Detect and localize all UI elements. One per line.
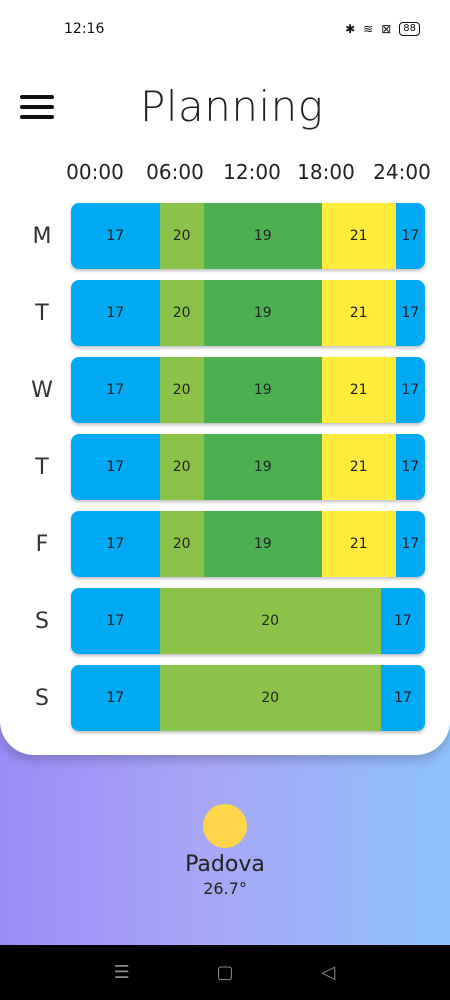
sun-icon [203,804,247,848]
schedule-segment[interactable]: 17 [71,203,160,269]
schedule-segment[interactable]: 20 [159,280,204,346]
schedule-segment[interactable]: 17 [395,357,425,423]
schedule-segment[interactable]: 20 [159,511,204,577]
time-axis-label: 00:00 [66,160,124,184]
day-schedule-bar[interactable]: 17 20 19 21 17 [71,434,425,500]
schedule-segment[interactable]: 17 [71,357,160,423]
schedule-row: M 17 20 19 21 17 [0,203,450,269]
day-schedule-bar[interactable]: 17 20 19 21 17 [71,511,425,577]
schedule-segment[interactable]: 17 [71,665,160,731]
time-axis: 00:00 06:00 12:00 18:00 24:00 [0,160,450,190]
schedule-segment[interactable]: 17 [71,588,160,654]
schedule-segment[interactable]: 19 [203,434,322,500]
schedule-segment[interactable]: 17 [395,511,425,577]
schedule-segment[interactable]: 17 [395,203,425,269]
schedule-segment[interactable]: 17 [71,280,160,346]
day-schedule-bar[interactable]: 17 20 19 21 17 [71,203,425,269]
schedule-segment[interactable]: 20 [159,203,204,269]
schedule-segment[interactable]: 19 [203,203,322,269]
page-title: Planning [140,82,324,131]
schedule-segment[interactable]: 20 [159,665,381,731]
schedule-segment[interactable]: 17 [380,588,425,654]
day-schedule-bar[interactable]: 17 20 19 21 17 [71,280,425,346]
status-icons: ✱ ≋ ⊠ 88 [345,22,420,36]
weather-city: Padova [185,852,265,877]
schedule-segment[interactable]: 21 [321,203,396,269]
time-axis-label: 24:00 [373,160,431,184]
recent-apps-icon[interactable]: ☰ [113,962,130,983]
schedule-row: S 17 20 17 [0,665,450,731]
schedule-segment[interactable]: 21 [321,280,396,346]
schedule-row: S 17 20 17 [0,588,450,654]
time-axis-label: 18:00 [297,160,355,184]
battery-icon: 88 [399,22,420,36]
time-axis-label: 06:00 [146,160,204,184]
schedule-segment[interactable]: 17 [395,434,425,500]
home-icon[interactable]: ▢ [216,962,234,983]
schedule-segment[interactable]: 19 [203,280,322,346]
schedule-row: T 17 20 19 21 17 [0,280,450,346]
schedule-segment[interactable]: 21 [321,434,396,500]
schedule-segment[interactable]: 21 [321,511,396,577]
schedule-segment[interactable]: 20 [159,588,381,654]
schedule-segment[interactable]: 17 [380,665,425,731]
hamburger-menu-icon[interactable] [20,95,54,119]
schedule-segment[interactable]: 17 [71,434,160,500]
schedule-segment[interactable]: 17 [71,511,160,577]
schedule-segment[interactable]: 20 [159,357,204,423]
day-schedule-bar[interactable]: 17 20 17 [71,588,425,654]
schedule-segment[interactable]: 17 [395,280,425,346]
back-icon[interactable]: ◁ [321,962,336,983]
weather-temperature: 26.7° [203,879,247,898]
time-axis-label: 12:00 [223,160,281,184]
status-time: 12:16 [64,21,105,37]
schedule-segment[interactable]: 19 [203,357,322,423]
schedule-segment[interactable]: 21 [321,357,396,423]
planning-card: 12:16 ✱ ≋ ⊠ 88 Planning 00:00 06:00 12:00 1… [0,0,450,731]
sim-icon: ⊠ [381,22,392,36]
schedule-row: T 17 20 19 21 17 [0,434,450,500]
schedule-row: F 17 20 19 21 17 [0,511,450,577]
bluetooth-icon: ✱ [345,22,356,36]
day-schedule-bar[interactable]: 17 20 19 21 17 [71,357,425,423]
wifi-icon: ≋ [363,22,374,36]
status-bar: 12:16 ✱ ≋ ⊠ 88 [0,0,450,58]
system-nav-bar: ☰ ▢ ◁ [0,945,450,1000]
schedule-row: W 17 20 19 21 17 [0,357,450,423]
schedule-segment[interactable]: 20 [159,434,204,500]
weather-widget: Padova 26.7° [0,800,450,898]
day-schedule-bar[interactable]: 17 20 17 [71,665,425,731]
schedule-segment[interactable]: 19 [203,511,322,577]
